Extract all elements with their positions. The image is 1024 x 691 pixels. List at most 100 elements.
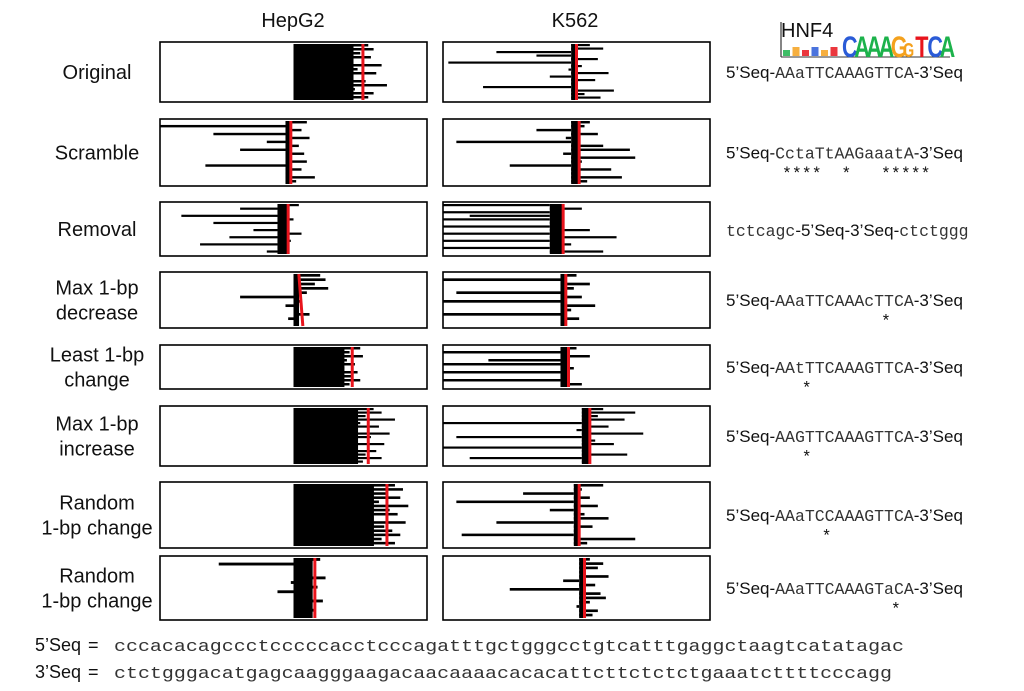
k562-bar <box>581 443 614 446</box>
hepg2-bar <box>288 317 294 321</box>
variant-sequence: 5’Seq-AAGTTCAAAGTTCA-3’Seq <box>726 427 963 447</box>
hepg2-bar <box>277 590 294 594</box>
sequence-segment: CctaTtAAGaaatA <box>775 145 914 164</box>
k562-bar-core <box>571 44 577 100</box>
mutation-markers: * <box>782 379 812 398</box>
sequence-segment: 5’Seq- <box>726 506 775 525</box>
hepg2-panel-frame <box>159 41 428 103</box>
seq5-equals: = <box>88 635 99 655</box>
hepg2-bar <box>218 562 294 566</box>
k562-bar <box>579 575 609 578</box>
k562-bar <box>571 132 598 136</box>
row-5: Least 1-bp change 5’Seq-AAtTTCAAAGTTCA-3’S… <box>50 344 963 398</box>
row-label-line: Max 1-bp <box>55 278 138 300</box>
sequence-segment: 5’Seq- <box>726 427 775 446</box>
motif-title: HNF4 <box>781 20 833 42</box>
k562-bar <box>456 140 572 144</box>
k562-bar <box>443 204 550 207</box>
row-label-line: Original <box>63 62 132 84</box>
k562-bar <box>549 229 590 232</box>
row-label-line: change <box>64 370 130 392</box>
motif-logo-minor-mark <box>821 50 828 56</box>
k562-panel <box>442 118 711 187</box>
seq3-value: ctctgggacatgagcaagggaagacaacaaaacacacatt… <box>114 664 892 683</box>
k562-bar <box>549 508 574 512</box>
row-label-line: increase <box>59 439 135 461</box>
row-label-line: Random <box>59 566 135 588</box>
k562-bar <box>469 214 550 217</box>
k562-bar <box>579 592 601 595</box>
k562-bar <box>549 75 572 78</box>
k562-bar <box>456 291 561 295</box>
hepg2-panel-frame <box>159 118 428 187</box>
k562-bar-core <box>560 274 567 326</box>
hepg2-bar <box>285 160 307 163</box>
hepg2-panel <box>159 405 428 467</box>
k562-panel <box>442 344 711 390</box>
mutation-markers: * <box>782 600 901 619</box>
variant-sequence: 5’Seq-AAaTTCAAAcTTCA-3’Seq <box>726 291 963 311</box>
row-6: Max 1-bp increase 5’Seq-AAGTTCAAAGTTCA-3’S… <box>55 405 963 467</box>
hepg2-panel <box>159 481 428 549</box>
k562-bar <box>565 136 572 140</box>
k562-bar <box>456 500 574 504</box>
k562-bar <box>560 317 580 321</box>
k562-bar <box>456 436 582 439</box>
k562-bar <box>560 383 582 386</box>
motif-logo-letter: C <box>927 29 943 63</box>
hepg2-bar-core <box>293 347 345 387</box>
row-4: Max 1-bp decrease 5’Seq-AAaTTCAAAcTTCA-3’S… <box>55 271 963 331</box>
k562-bar <box>573 496 590 499</box>
k562-bar <box>581 432 644 435</box>
k562-bar <box>581 408 604 411</box>
seq3-label: 3’Seq <box>35 662 81 682</box>
k562-bar <box>563 152 572 155</box>
hepg2-bar <box>285 128 302 132</box>
k562-bar <box>571 96 601 99</box>
sequence-segment: tctcagc <box>726 222 795 241</box>
motif-logo-minor-mark <box>811 47 819 56</box>
k562-bar <box>560 355 590 358</box>
seq5-value: cccacacagccctcccccacctcccagatttgctgggcct… <box>114 637 904 656</box>
comparison-rows: Original 5’Seq-AAaTTCAAAGTTCA-3’Seq Scramb… <box>41 41 969 621</box>
row-1: Original 5’Seq-AAaTTCAAAGTTCA-3’Seq <box>63 41 963 103</box>
row-8: Random 1-bp change 5’Seq-AAaTTCAAAGTaCA-3’… <box>41 555 963 621</box>
sequence-segment: AAaTTCAAAGTTCA <box>775 64 914 83</box>
k562-bar <box>509 588 580 591</box>
motif-logo-letter: T <box>915 29 928 63</box>
k562-bar-core <box>573 484 580 546</box>
hepg2-bar <box>293 274 321 277</box>
k562-bar <box>579 566 598 570</box>
k562-bar <box>581 418 625 421</box>
k562-bar <box>560 304 596 308</box>
k562-bar <box>573 537 636 541</box>
k562-bar <box>571 47 604 50</box>
hepg2-panel-frame <box>159 201 428 257</box>
row-label-line: Least 1-bp <box>50 345 145 367</box>
k562-bar <box>573 484 604 487</box>
k562-bar <box>576 605 580 608</box>
hepg2-bar <box>285 304 294 308</box>
k562-bar <box>571 72 609 75</box>
seq3-equals: = <box>88 662 99 682</box>
variant-sequence: 5’Seq-AAaTTCAAAGTTCA-3’Seq <box>726 63 963 83</box>
k562-bar <box>571 44 590 47</box>
k562-bar <box>443 218 550 221</box>
k562-bar-core <box>560 347 569 387</box>
hepg2-bar-core <box>293 408 359 464</box>
k562-panel <box>442 555 711 621</box>
k562-bar <box>443 363 561 366</box>
hepg2-bar <box>253 229 278 232</box>
hepg2-bar <box>285 176 315 179</box>
motif-logo-letter: A <box>866 29 882 63</box>
k562-bar <box>488 359 561 362</box>
row-label-line: 1-bp change <box>41 591 152 613</box>
motif-logo-minor-mark <box>830 47 838 56</box>
k562-panel <box>442 201 711 257</box>
k562-panel-frame <box>442 405 711 467</box>
k562-panel-frame <box>442 344 711 390</box>
sequence-segment: ctctggg <box>899 222 968 241</box>
row-2: Scramble 5’Seq-CctaTtAAGaaatA-3’Seq**** *… <box>55 118 963 187</box>
k562-panel <box>442 481 711 549</box>
hepg2-bar-core <box>277 204 288 254</box>
